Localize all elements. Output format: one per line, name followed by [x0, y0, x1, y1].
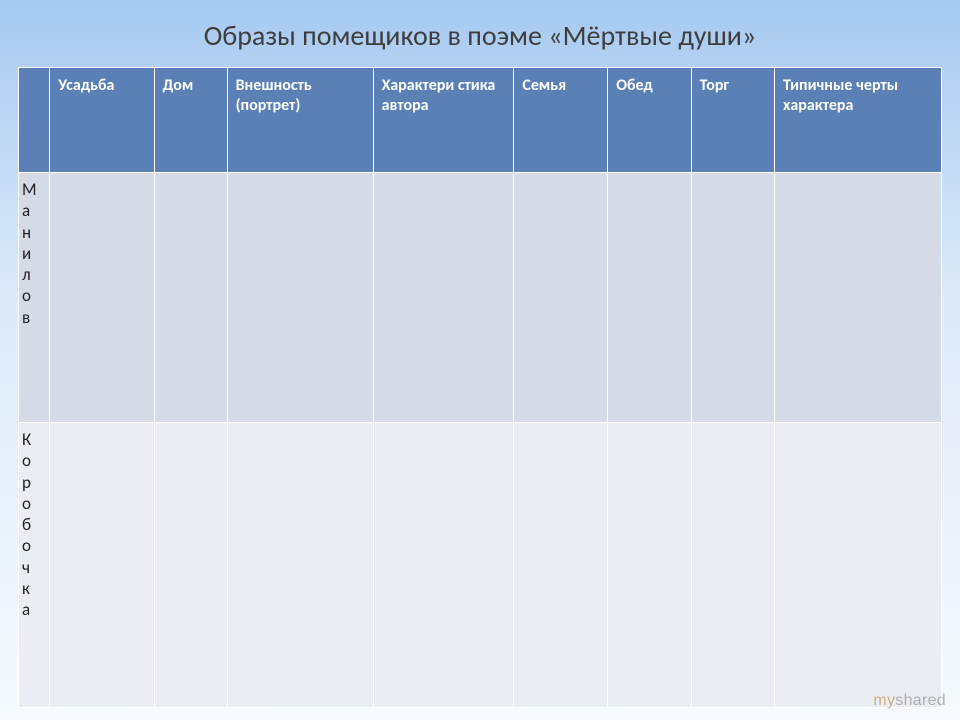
cell: [608, 423, 691, 708]
cell: [373, 173, 514, 423]
cell: [514, 423, 608, 708]
col-portret: Внешность (портрет): [227, 68, 373, 173]
cell: [50, 423, 154, 708]
table-row: Манилов: [19, 173, 942, 423]
cell: [608, 173, 691, 423]
col-traits: Типичные черты характера: [775, 68, 942, 173]
landowners-table: Усадьба Дом Внешность (портрет) Характер…: [18, 67, 942, 708]
cell: [154, 423, 227, 708]
col-dom: Дом: [154, 68, 227, 173]
watermark-prefix: my: [873, 692, 895, 709]
watermark-suffix: shared: [895, 692, 946, 709]
col-usadba: Усадьба: [50, 68, 154, 173]
cell: [691, 173, 774, 423]
header-row: Усадьба Дом Внешность (портрет) Характер…: [19, 68, 942, 173]
header-corner: [19, 68, 50, 173]
table-container: Усадьба Дом Внешность (портрет) Характер…: [0, 67, 960, 708]
cell: [227, 173, 373, 423]
col-torg: Торг: [691, 68, 774, 173]
cell: [373, 423, 514, 708]
table-row: Коробочка: [19, 423, 942, 708]
watermark: myshared: [873, 692, 946, 710]
col-author: Характери стика автора: [373, 68, 514, 173]
cell: [775, 423, 942, 708]
cell: [154, 173, 227, 423]
cell: [50, 173, 154, 423]
cell: [775, 173, 942, 423]
page-title: Образы помещиков в поэме «Мёртвые души»: [0, 0, 960, 67]
col-family: Семья: [514, 68, 608, 173]
cell: [227, 423, 373, 708]
row-label-korobochka: Коробочка: [19, 423, 50, 708]
col-obed: Обед: [608, 68, 691, 173]
cell: [514, 173, 608, 423]
cell: [691, 423, 774, 708]
row-label-manilov: Манилов: [19, 173, 50, 423]
